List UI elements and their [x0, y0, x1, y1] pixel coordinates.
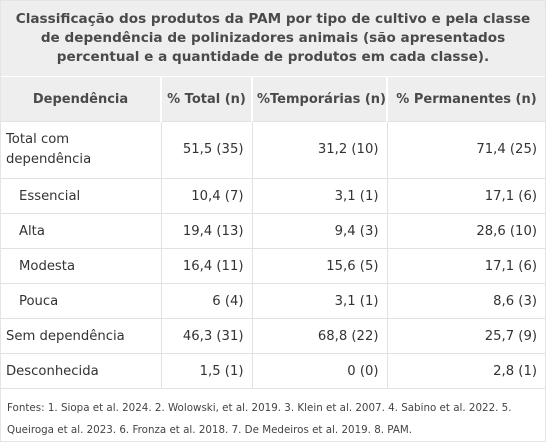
row-label: Essencial: [1, 178, 161, 214]
cell-temporarias: 3,1 (1): [251, 178, 387, 214]
cell-permanentes: 71,4 (25): [386, 121, 545, 179]
cell-total: 46,3 (31): [160, 318, 252, 354]
header-temporarias: %Temporárias (n): [251, 77, 387, 122]
cell-total: 16,4 (11): [160, 248, 252, 284]
table-row: Desconhecida 1,5 (1) 0 (0) 2,8 (1): [1, 353, 545, 389]
table-footnote: Fontes: 1. Siopa et al. 2024. 2. Wolowsk…: [7, 402, 512, 436]
cell-permanentes: 17,1 (6): [386, 248, 545, 284]
row-label: Alta: [1, 213, 161, 249]
table-caption: Classificação dos produtos da PAM por ti…: [1, 1, 545, 77]
row-label: Desconhecida: [1, 353, 161, 389]
cell-temporarias: 3,1 (1): [251, 283, 387, 319]
cell-total: 1,5 (1): [160, 353, 252, 389]
header-total: % Total (n): [160, 77, 252, 122]
table-row: Pouca 6 (4) 3,1 (1) 8,6 (3): [1, 283, 545, 319]
header-permanentes: % Permanentes (n): [386, 77, 545, 122]
table-row: Essencial 10,4 (7) 3,1 (1) 17,1 (6): [1, 178, 545, 214]
table-header: Dependência % Total (n) %Temporárias (n)…: [1, 77, 545, 122]
cell-permanentes: 17,1 (6): [386, 178, 545, 214]
header-dependencia: Dependência: [1, 77, 161, 122]
table-row: Sem dependência 46,3 (31) 68,8 (22) 25,7…: [1, 318, 545, 354]
cell-total: 19,4 (13): [160, 213, 252, 249]
cell-permanentes: 2,8 (1): [386, 353, 545, 389]
table-row: Total com dependência 51,5 (35) 31,2 (10…: [1, 121, 545, 179]
header-row: Dependência % Total (n) %Temporárias (n)…: [1, 77, 545, 122]
row-label: Total com dependência: [1, 121, 161, 179]
cell-permanentes: 28,6 (10): [386, 213, 545, 249]
cell-temporarias: 9,4 (3): [251, 213, 387, 249]
cell-temporarias: 68,8 (22): [251, 318, 387, 354]
cell-total: 51,5 (35): [160, 121, 252, 179]
row-label: Modesta: [1, 248, 161, 284]
cell-total: 10,4 (7): [160, 178, 252, 214]
cell-temporarias: 0 (0): [251, 353, 387, 389]
table-row: Modesta 16,4 (11) 15,6 (5) 17,1 (6): [1, 248, 545, 284]
table-body: Total com dependência 51,5 (35) 31,2 (10…: [1, 121, 545, 389]
cell-total: 6 (4): [160, 283, 252, 319]
data-table: Dependência % Total (n) %Temporárias (n)…: [1, 77, 545, 389]
row-label: Sem dependência: [1, 318, 161, 354]
cell-temporarias: 15,6 (5): [251, 248, 387, 284]
row-label: Pouca: [1, 283, 161, 319]
cell-temporarias: 31,2 (10): [251, 121, 387, 179]
cell-permanentes: 25,7 (9): [386, 318, 545, 354]
cell-permanentes: 8,6 (3): [386, 283, 545, 319]
table-row: Alta 19,4 (13) 9,4 (3) 28,6 (10): [1, 213, 545, 249]
